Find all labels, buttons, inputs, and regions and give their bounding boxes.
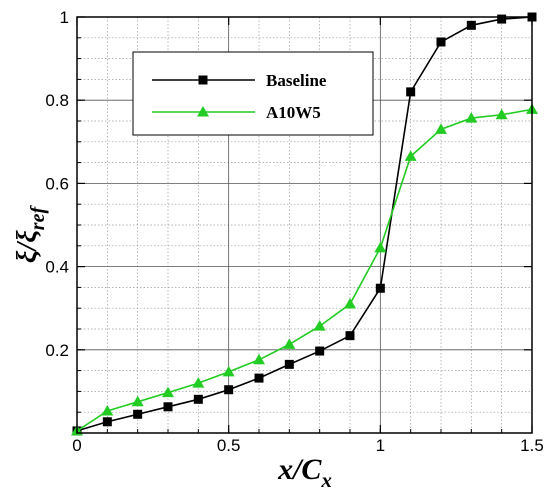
data-point <box>193 394 203 404</box>
data-point <box>436 37 446 47</box>
data-point <box>435 123 447 134</box>
series-line <box>76 108 533 432</box>
x-tick-label: 1.5 <box>520 436 544 455</box>
y-tick-label: 1 <box>60 8 69 27</box>
data-point <box>133 409 143 419</box>
x-tick-labels: 0 0.5 1 1.5 <box>72 436 544 455</box>
data-point <box>344 298 356 309</box>
y-axis-title: ξ/ξref <box>12 205 49 264</box>
x-axis-title: x/Cx <box>277 453 332 492</box>
x-tick-label: 0.5 <box>217 436 241 455</box>
data-point <box>284 359 294 369</box>
legend-label: Baseline <box>266 71 327 90</box>
legend-marker <box>198 75 208 85</box>
y-tick-label: 0.4 <box>45 258 69 277</box>
data-point <box>315 346 325 356</box>
y-tick-label: 0.8 <box>45 91 69 110</box>
data-point <box>192 377 205 388</box>
data-point <box>375 283 385 293</box>
legend-box <box>132 51 374 136</box>
data-point <box>374 241 387 253</box>
axis-ticks <box>76 16 533 433</box>
legend-label: A10W5 <box>266 103 321 122</box>
y-tick-labels: 0.2 0.4 0.6 0.8 1 <box>45 8 69 360</box>
data-point <box>102 417 112 427</box>
x-tick-label: 0 <box>72 436 81 455</box>
series-a10w5 <box>71 103 538 436</box>
data-point <box>465 112 478 123</box>
data-point <box>131 395 144 407</box>
data-point <box>283 338 296 349</box>
data-point <box>224 385 234 395</box>
data-point <box>254 373 264 383</box>
x-axis-title-sub: x <box>320 468 332 492</box>
y-axis-title-sub: ref <box>27 205 49 231</box>
legend: Baseline A10W5 <box>132 51 374 136</box>
y-tick-label: 0.6 <box>45 174 69 193</box>
data-point <box>495 108 508 120</box>
legend-marker <box>197 106 209 117</box>
minor-grid <box>77 17 532 433</box>
data-point <box>162 386 174 398</box>
data-point <box>497 14 507 24</box>
data-point <box>222 365 235 377</box>
y-axis-title-base: ξ/ξ <box>12 230 43 263</box>
data-point <box>406 87 416 97</box>
data-point <box>345 331 355 341</box>
data-point <box>313 320 326 331</box>
x-tick-label: 1 <box>376 436 385 455</box>
data-point <box>163 402 173 412</box>
data-point <box>404 150 417 161</box>
data-point <box>101 404 114 416</box>
x-axis-title-base: x/C <box>277 453 322 486</box>
series-line <box>76 16 533 432</box>
data-point <box>466 20 476 30</box>
y-tick-label: 0.2 <box>45 341 69 360</box>
data-point <box>253 353 265 365</box>
